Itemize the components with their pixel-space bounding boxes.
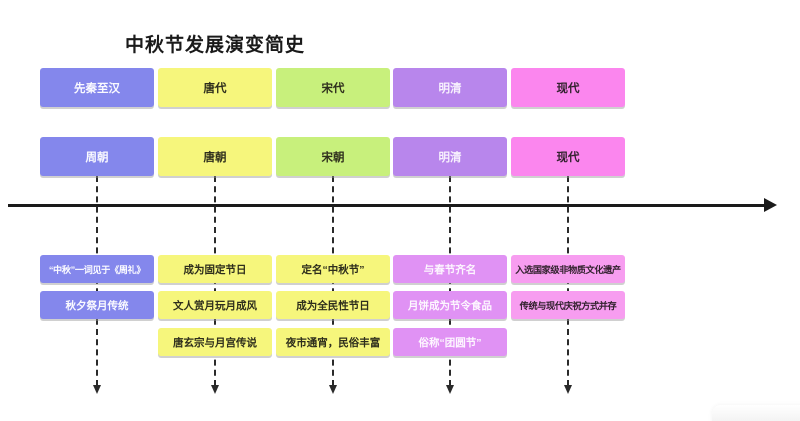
detail-box: 与春节齐名 [393, 255, 507, 283]
bottom-right-card-edge [712, 405, 800, 421]
detail-box: 传统与现代庆祝方式并存 [511, 291, 625, 319]
detail-box: 秋夕祭月传统 [40, 291, 154, 319]
detail-box: 文人赏月玩月成风 [158, 291, 272, 319]
era-box-period: 唐代 [158, 68, 272, 107]
era-box-dynasty: 明清 [393, 137, 507, 176]
era-box-dynasty: 周朝 [40, 137, 154, 176]
detail-box: 成为全民性节日 [276, 291, 390, 319]
era-box-dynasty: 现代 [511, 137, 625, 176]
detail-box: 定名“中秋节” [276, 255, 390, 283]
timeline-axis-arrowhead-icon [764, 198, 777, 212]
detail-box: 唐玄宗与月宫传说 [158, 328, 272, 356]
era-box-period: 先秦至汉 [40, 68, 154, 107]
detail-box: 夜市通宵，民俗丰富 [276, 328, 390, 356]
era-box-period: 宋代 [276, 68, 390, 107]
down-arrowhead-icon [563, 385, 572, 394]
down-arrowhead-icon [92, 385, 101, 394]
detail-box: 俗称“团圆节” [393, 328, 507, 356]
era-box-dynasty: 唐朝 [158, 137, 272, 176]
detail-box: 入选国家级非物质文化遗产 [511, 255, 625, 283]
era-box-dynasty: 宋朝 [276, 137, 390, 176]
diagram-title: 中秋节发展演变简史 [125, 35, 306, 56]
down-arrowhead-icon [210, 385, 219, 394]
down-arrowhead-icon [445, 385, 454, 394]
down-arrowhead-icon [328, 385, 337, 394]
detail-box: “中秋”一词见于《周礼》 [40, 255, 154, 283]
era-box-period: 明清 [393, 68, 507, 107]
detail-box: 成为固定节日 [158, 255, 272, 283]
detail-box: 月饼成为节令食品 [393, 291, 507, 319]
timeline-axis-line [8, 204, 766, 207]
era-box-period: 现代 [511, 68, 625, 107]
